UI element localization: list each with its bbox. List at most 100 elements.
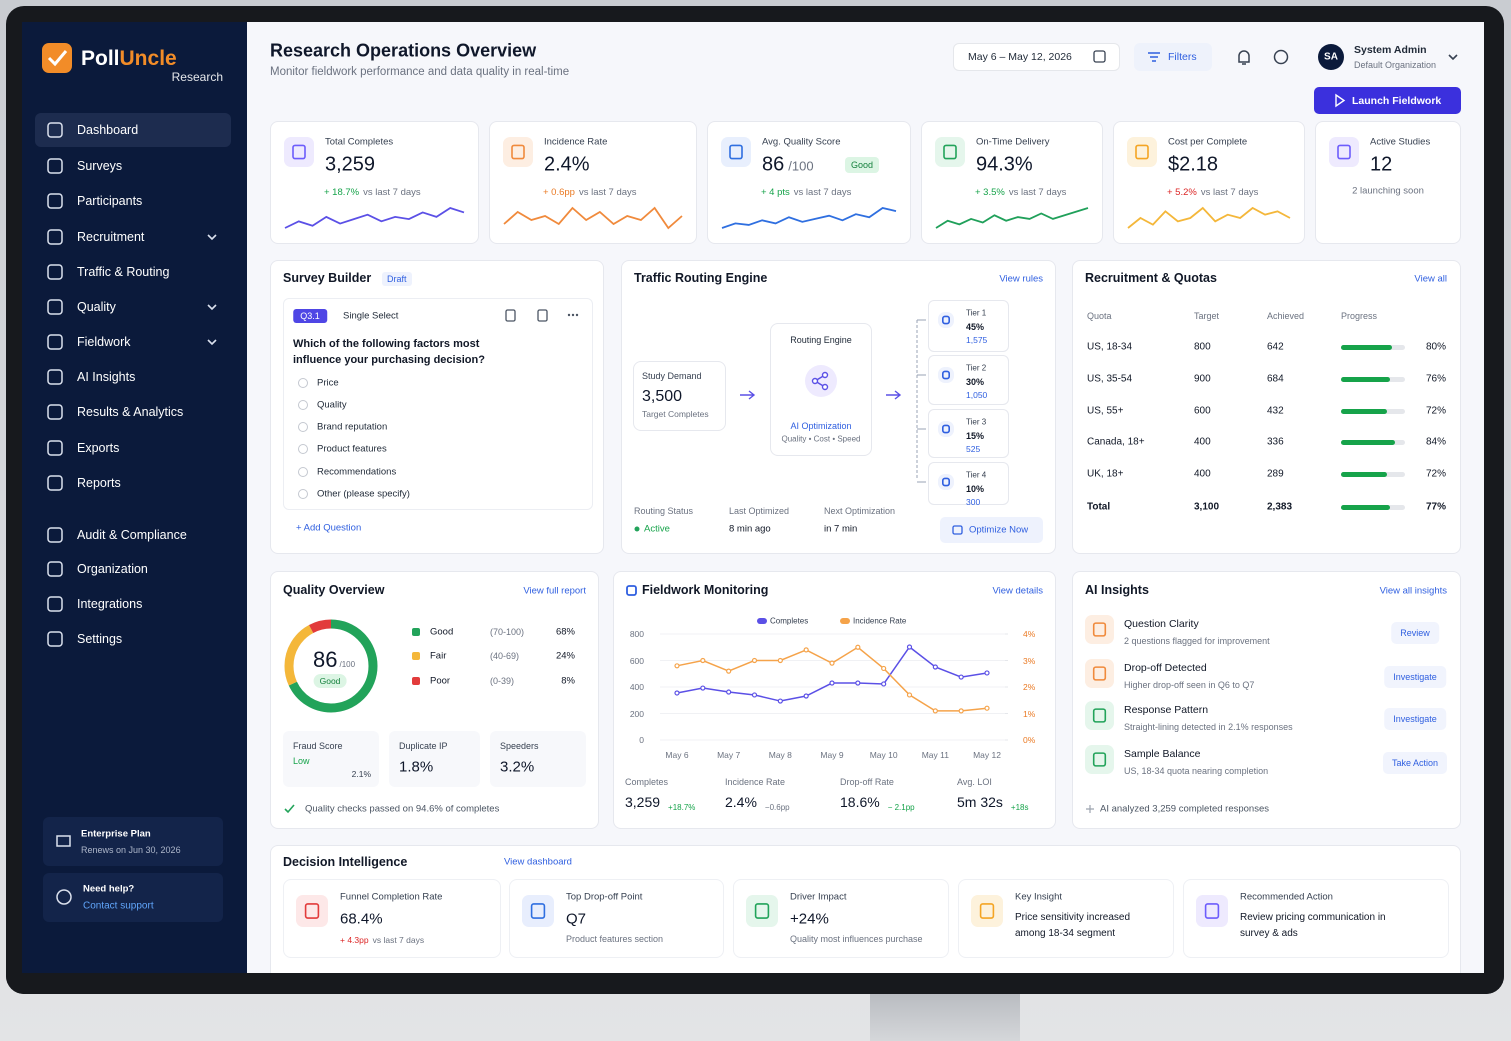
insight-action[interactable]: Take Action <box>1382 752 1448 774</box>
icon <box>1204 903 1220 919</box>
x-tick-label: May 7 <box>717 750 741 760</box>
engine-node <box>821 371 829 379</box>
optimize-btn[interactable] <box>940 517 1043 543</box>
series-point <box>803 647 809 653</box>
quota-target: 400 <box>1194 468 1211 480</box>
icon <box>1092 708 1107 723</box>
card-link[interactable]: View dashboard <box>504 856 572 868</box>
tier-name: Tier 1 <box>966 308 987 318</box>
filters-text: Filters <box>1168 51 1197 63</box>
card-link[interactable]: View details <box>992 585 1043 597</box>
nav-item[interactable]: Traffic & Routing <box>77 265 170 279</box>
column-header: Target <box>1194 311 1220 321</box>
stat-value: 1.8% <box>399 758 434 776</box>
icon-bg <box>746 895 778 927</box>
nav-item[interactable]: Results & Analytics <box>77 405 184 419</box>
stat-box <box>490 731 586 787</box>
series-point <box>958 708 964 714</box>
quota-name: US, 55+ <box>1087 405 1124 417</box>
card-link[interactable]: View rules <box>999 273 1043 285</box>
kpi-value: 86 <box>762 153 785 176</box>
legend-pct: 24% <box>555 650 575 662</box>
check-icon <box>284 804 295 814</box>
fw-stat-label: Avg. LOI <box>957 777 992 787</box>
kpi-delta-value: + 3.5% <box>975 187 1005 198</box>
kpi-value: 3,259 <box>325 153 376 176</box>
icon <box>1092 752 1107 767</box>
y2-tick-label: 4% <box>1023 629 1036 639</box>
nav-item[interactable]: Dashboard <box>77 123 139 137</box>
icon-bg <box>503 137 533 167</box>
filters-btn[interactable] <box>1134 43 1212 71</box>
nav-item[interactable]: AI Insights <box>77 370 136 384</box>
series-point <box>700 657 706 664</box>
nav-item[interactable]: Participants <box>77 194 143 208</box>
engine-icon-bg <box>805 365 837 397</box>
stat-value: Low <box>293 756 310 766</box>
series-point <box>700 685 706 691</box>
stat-box <box>389 731 480 787</box>
card-link[interactable]: View all <box>1414 273 1447 285</box>
nav-icon <box>47 475 63 491</box>
card-link[interactable]: View full report <box>523 585 586 597</box>
series-point <box>829 680 835 686</box>
stat-box <box>283 731 379 787</box>
nav-item[interactable]: Quality <box>77 300 116 314</box>
nav-item[interactable]: Integrations <box>77 597 143 611</box>
icon <box>941 477 950 487</box>
help-link[interactable]: Contact support <box>83 900 154 912</box>
nav-active <box>35 113 231 147</box>
series-point <box>751 657 758 664</box>
page-subtitle: Monitor fieldwork performance and data q… <box>270 66 570 78</box>
insight-action[interactable]: Investigate <box>1384 666 1446 688</box>
card-link[interactable]: View all insights <box>1379 585 1447 597</box>
kpi-value: 2.4% <box>544 153 590 176</box>
x-tick-label: May 12 <box>973 750 1001 760</box>
insight-action[interactable]: Investigate <box>1384 708 1446 730</box>
plan-title: Enterprise Plan <box>81 828 151 840</box>
icon-bg <box>1329 137 1359 167</box>
logo-check <box>47 50 68 67</box>
fw-stat-delta: +18.7% <box>668 803 696 812</box>
x-tick-label: May 10 <box>869 750 898 760</box>
radio <box>298 378 308 388</box>
progress-label: 72% <box>1425 468 1446 480</box>
insight-desc: Straight-lining detected in 2.1% respons… <box>1124 722 1293 732</box>
nav-icon <box>47 440 63 456</box>
nav-item[interactable]: Reports <box>77 476 121 490</box>
decision-value: Q7 <box>566 910 587 928</box>
kpi-badge: Good <box>845 157 880 173</box>
nav-item[interactable]: Recruitment <box>77 230 145 244</box>
quality-footer: Quality checks passed on 94.6% of comple… <box>305 803 500 815</box>
nav-item[interactable]: Organization <box>77 562 148 576</box>
add-question[interactable]: + Add Question <box>296 522 362 534</box>
insight-action[interactable]: Review <box>1391 622 1439 644</box>
icon-bg <box>938 421 954 437</box>
icon-bg <box>1085 659 1114 688</box>
fw-stat-number: 2.4% <box>725 794 757 810</box>
insights-card <box>1072 571 1461 829</box>
stat-label: Speeders <box>500 741 539 751</box>
legend-pct: 8% <box>561 675 575 687</box>
icon <box>1337 144 1351 160</box>
tier-pct: 10% <box>966 484 985 494</box>
series-point <box>932 664 938 670</box>
nav-item[interactable]: Audit & Compliance <box>77 528 187 542</box>
nav-item[interactable]: Surveys <box>77 159 123 173</box>
demand-box <box>633 361 726 431</box>
nav-item[interactable]: Exports <box>77 441 120 455</box>
fw-stat-delta: − 2.1pp <box>887 803 915 812</box>
kpi-delta: + 0.6pp vs last 7 days <box>543 182 637 200</box>
nav-item[interactable]: Settings <box>77 632 123 646</box>
date-range[interactable] <box>953 43 1120 71</box>
progress-label: 77% <box>1425 501 1446 513</box>
launch-btn[interactable] <box>1314 87 1461 114</box>
series-point <box>726 668 732 674</box>
tier-name: Tier 4 <box>966 470 987 480</box>
stat-label: Fraud Score <box>293 741 343 751</box>
nav-item[interactable]: Fieldwork <box>77 335 131 349</box>
plan-renews: Renews on Jun 30, 2026 <box>81 845 181 855</box>
decision-note: Quality most influences purchase <box>790 934 923 944</box>
question-type: Single Select <box>343 310 399 322</box>
tier-name: Tier 2 <box>966 363 987 373</box>
